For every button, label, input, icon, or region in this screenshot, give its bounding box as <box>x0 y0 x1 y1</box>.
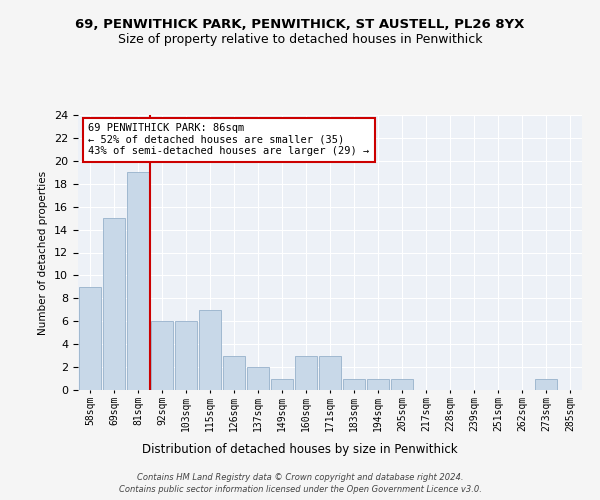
Text: Size of property relative to detached houses in Penwithick: Size of property relative to detached ho… <box>118 32 482 46</box>
Bar <box>367 378 389 390</box>
Bar <box>247 367 269 390</box>
Bar <box>127 172 149 390</box>
Bar <box>151 322 173 390</box>
Bar <box>223 356 245 390</box>
Bar <box>79 287 101 390</box>
Text: Contains HM Land Registry data © Crown copyright and database right 2024.: Contains HM Land Registry data © Crown c… <box>137 472 463 482</box>
Text: 69, PENWITHICK PARK, PENWITHICK, ST AUSTELL, PL26 8YX: 69, PENWITHICK PARK, PENWITHICK, ST AUST… <box>76 18 524 30</box>
Bar <box>199 310 221 390</box>
Bar <box>391 378 413 390</box>
Text: Distribution of detached houses by size in Penwithick: Distribution of detached houses by size … <box>142 442 458 456</box>
Text: 69 PENWITHICK PARK: 86sqm
← 52% of detached houses are smaller (35)
43% of semi-: 69 PENWITHICK PARK: 86sqm ← 52% of detac… <box>88 123 370 156</box>
Bar <box>343 378 365 390</box>
Bar <box>535 378 557 390</box>
Y-axis label: Number of detached properties: Number of detached properties <box>38 170 49 334</box>
Bar <box>319 356 341 390</box>
Bar <box>271 378 293 390</box>
Bar <box>175 322 197 390</box>
Bar <box>103 218 125 390</box>
Text: Contains public sector information licensed under the Open Government Licence v3: Contains public sector information licen… <box>119 485 481 494</box>
Bar <box>295 356 317 390</box>
